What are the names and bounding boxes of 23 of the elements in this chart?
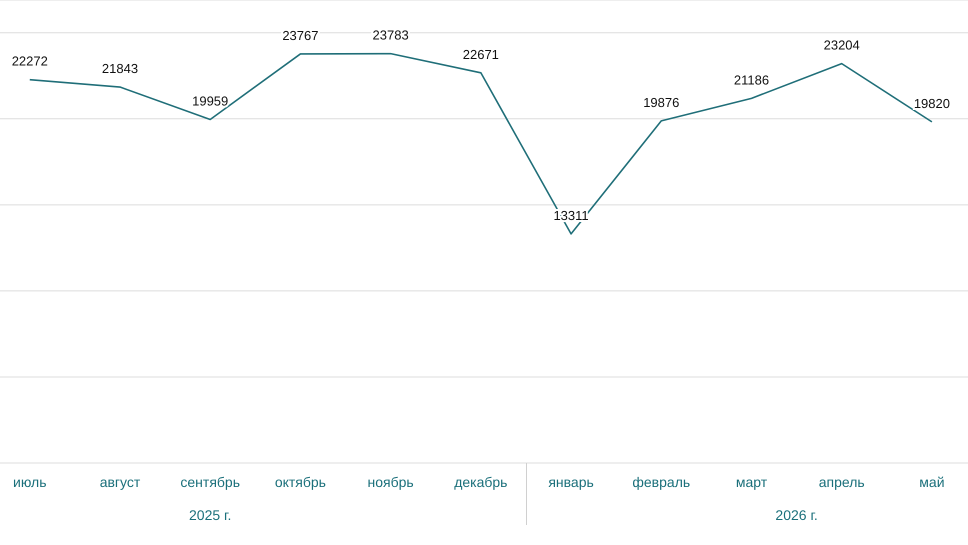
data-label: 19876 bbox=[643, 94, 680, 110]
data-label: 22671 bbox=[462, 46, 499, 62]
data-label: 21186 bbox=[734, 72, 770, 88]
data-label: 22272 bbox=[12, 54, 48, 69]
x-tick-label: октябрь bbox=[274, 474, 326, 490]
x-tick-label: май bbox=[919, 474, 945, 490]
x-tick-label: март bbox=[736, 474, 768, 490]
x-tick-label: февраль bbox=[632, 474, 690, 490]
data-label: 23204 bbox=[824, 38, 860, 53]
text: 2025 г. bbox=[188, 507, 232, 523]
x-tick-label: июль bbox=[13, 474, 47, 490]
data-label: 23767 bbox=[282, 28, 318, 43]
x-tick-label: сентябрь bbox=[180, 474, 240, 490]
text: 2026 г. bbox=[774, 507, 819, 523]
x-tick-label: ноябрь bbox=[368, 474, 414, 490]
x-tick-label: апрель bbox=[818, 474, 865, 490]
data-label: 19959 bbox=[192, 93, 228, 108]
data-label: 21843 bbox=[102, 61, 138, 76]
x-tick-label: январь bbox=[548, 474, 594, 490]
x-tick-label: август bbox=[100, 474, 141, 490]
data-label: 23783 bbox=[372, 28, 409, 43]
data-label: 19820 bbox=[914, 96, 950, 111]
x-tick-label: декабрь bbox=[454, 474, 508, 490]
